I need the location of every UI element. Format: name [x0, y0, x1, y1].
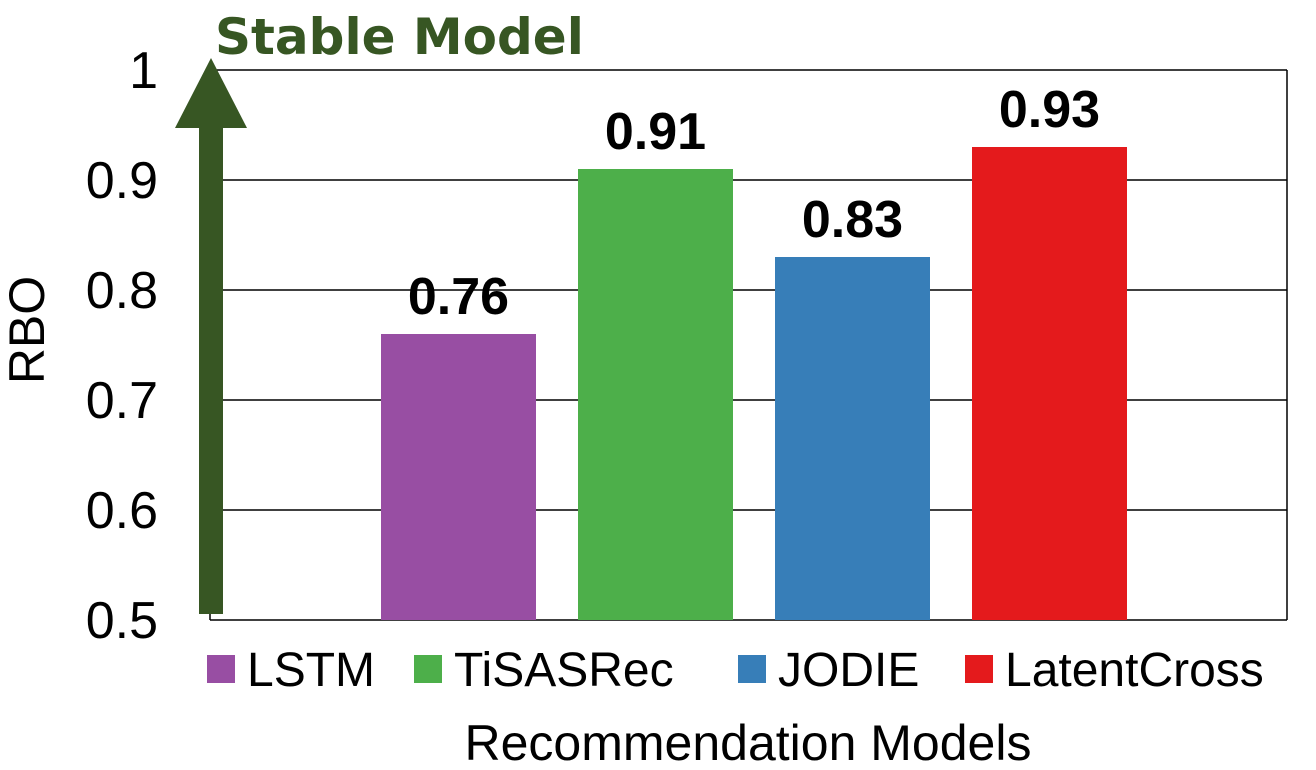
bars [381, 147, 1127, 620]
data-labels: 0.76 0.91 0.83 0.93 [408, 81, 1100, 326]
legend-label-lstm: LSTM [247, 644, 375, 697]
y-tick-label: 1 [129, 42, 158, 100]
annotation-arrow-head [175, 58, 247, 128]
bar-lstm [381, 334, 536, 620]
legend-label-jodie: JODIE [778, 644, 919, 697]
y-tick-label: 0.6 [86, 482, 158, 540]
bar-latentcross [972, 147, 1127, 620]
bar-jodie [775, 257, 930, 620]
legend-swatch-latentcross [965, 655, 993, 683]
data-label-jodie: 0.83 [802, 191, 903, 249]
y-axis-title: RBO [0, 276, 55, 384]
legend-label-latentcross: LatentCross [1005, 644, 1264, 697]
data-label-latentcross: 0.93 [999, 81, 1100, 139]
stable-model-annotation: Stable Model [175, 8, 584, 614]
y-tick-labels: 0.5 0.6 0.7 0.8 0.9 1 [86, 42, 158, 650]
legend-label-tisasrec: TiSASRec [454, 644, 674, 697]
y-tick-label: 0.7 [86, 372, 158, 430]
annotation-text: Stable Model [215, 8, 584, 66]
bar-tisasrec [578, 169, 733, 620]
y-tick-label: 0.5 [86, 592, 158, 650]
data-label-lstm: 0.76 [408, 268, 509, 326]
legend-swatch-jodie [738, 655, 766, 683]
legend-swatch-lstm [207, 655, 235, 683]
x-axis-title: Recommendation Models [465, 715, 1032, 770]
annotation-arrow-shaft [199, 122, 223, 614]
legend-swatch-tisasrec [414, 655, 442, 683]
y-tick-label: 0.8 [86, 262, 158, 320]
y-tick-label: 0.9 [86, 152, 158, 210]
legend: LSTM TiSASRec JODIE LatentCross [207, 644, 1264, 697]
data-label-tisasrec: 0.91 [605, 103, 706, 161]
